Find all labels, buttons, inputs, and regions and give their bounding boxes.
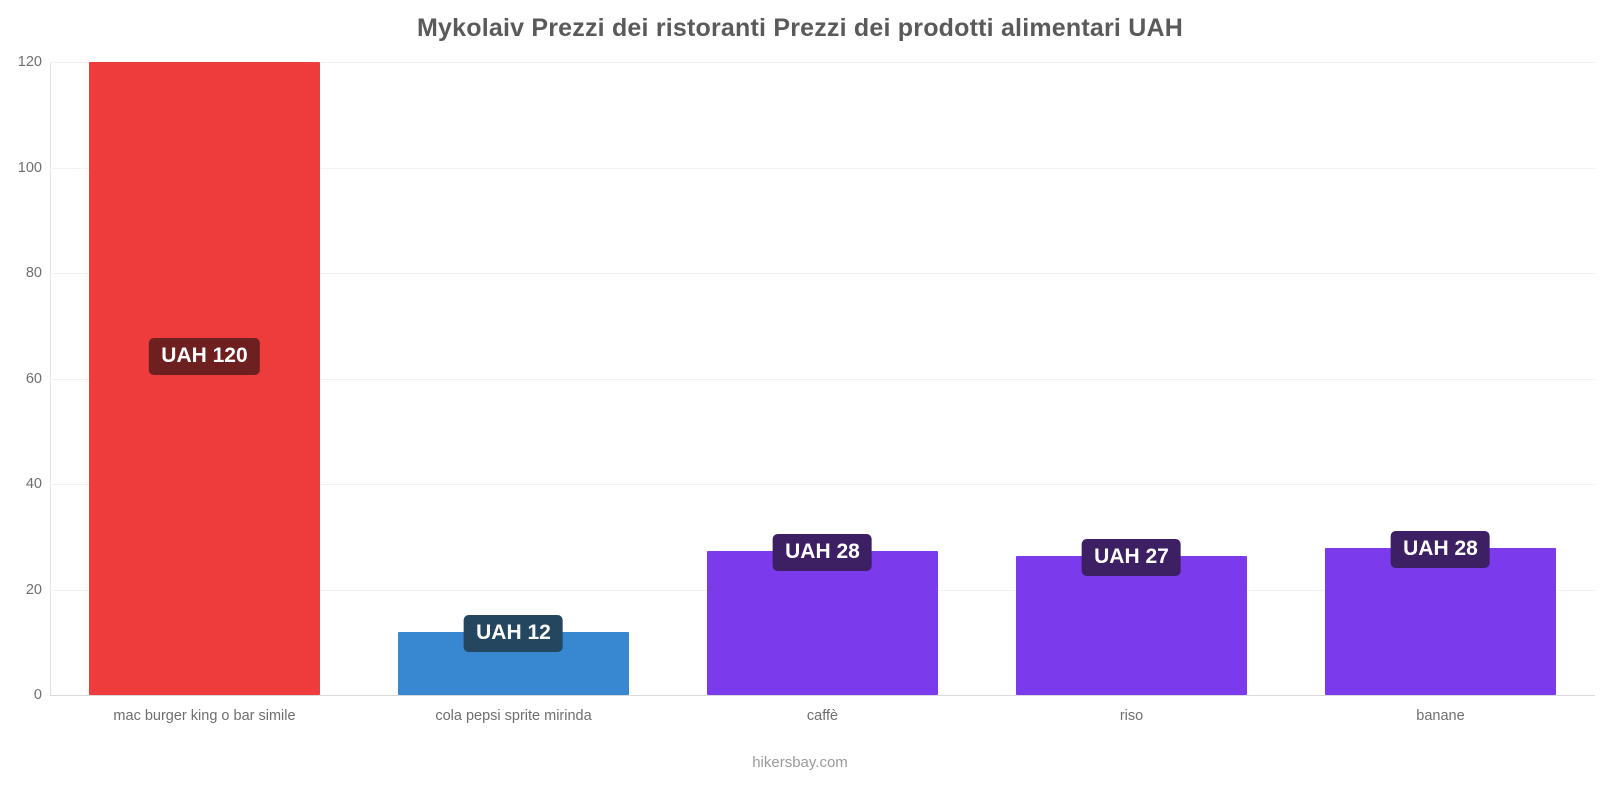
x-axis-tick-label: caffè bbox=[806, 708, 839, 724]
y-axis-tick-label: 40 bbox=[25, 476, 42, 492]
y-axis-tick-label: 100 bbox=[17, 159, 42, 176]
x-axis-tick-label: cola pepsi sprite mirinda bbox=[435, 708, 592, 724]
gridline bbox=[50, 378, 1595, 380]
x-axis-tick-label: riso bbox=[1119, 708, 1144, 724]
gridline bbox=[50, 273, 1595, 274]
gridline bbox=[50, 167, 1595, 169]
gridline bbox=[50, 62, 1595, 63]
bar[interactable]: UAH 120 bbox=[89, 62, 320, 695]
x-axis-line bbox=[50, 695, 1595, 696]
gridline bbox=[50, 484, 1595, 485]
bar[interactable]: UAH 27 bbox=[1016, 538, 1247, 695]
bar-value-label: UAH 28 bbox=[773, 534, 872, 571]
bar[interactable]: UAH 28 bbox=[707, 534, 938, 695]
bar[interactable]: UAH 12 bbox=[398, 614, 629, 695]
bar-value-label: UAH 28 bbox=[1391, 531, 1490, 569]
y-axis-tick-label: 80 bbox=[25, 265, 42, 281]
bar[interactable]: UAH 28 bbox=[1325, 531, 1556, 695]
bar-value-label: UAH 27 bbox=[1082, 538, 1181, 576]
source-watermark: hikersbay.com bbox=[752, 754, 848, 771]
plot-area: UAH 120 UAH 12 UAH 28 UAH 27 UAH 28 bbox=[50, 62, 1595, 696]
page-title: Mykolaiv Prezzi dei ristoranti Prezzi de… bbox=[417, 14, 1183, 42]
y-axis-tick-label: 0 bbox=[33, 687, 42, 703]
y-axis-tick-label: 20 bbox=[25, 581, 42, 598]
x-axis-tick-label: mac burger king o bar simile bbox=[113, 708, 296, 724]
bar-value-label: UAH 12 bbox=[464, 614, 563, 652]
bar-value-label: UAH 120 bbox=[149, 338, 260, 376]
x-axis-tick-label: banane bbox=[1416, 708, 1465, 724]
y-axis-tick-label: 60 bbox=[25, 370, 42, 387]
plot-inner: UAH 120 UAH 12 UAH 28 UAH 27 UAH 28 bbox=[50, 62, 1595, 696]
y-axis-tick-label: 120 bbox=[17, 54, 42, 70]
